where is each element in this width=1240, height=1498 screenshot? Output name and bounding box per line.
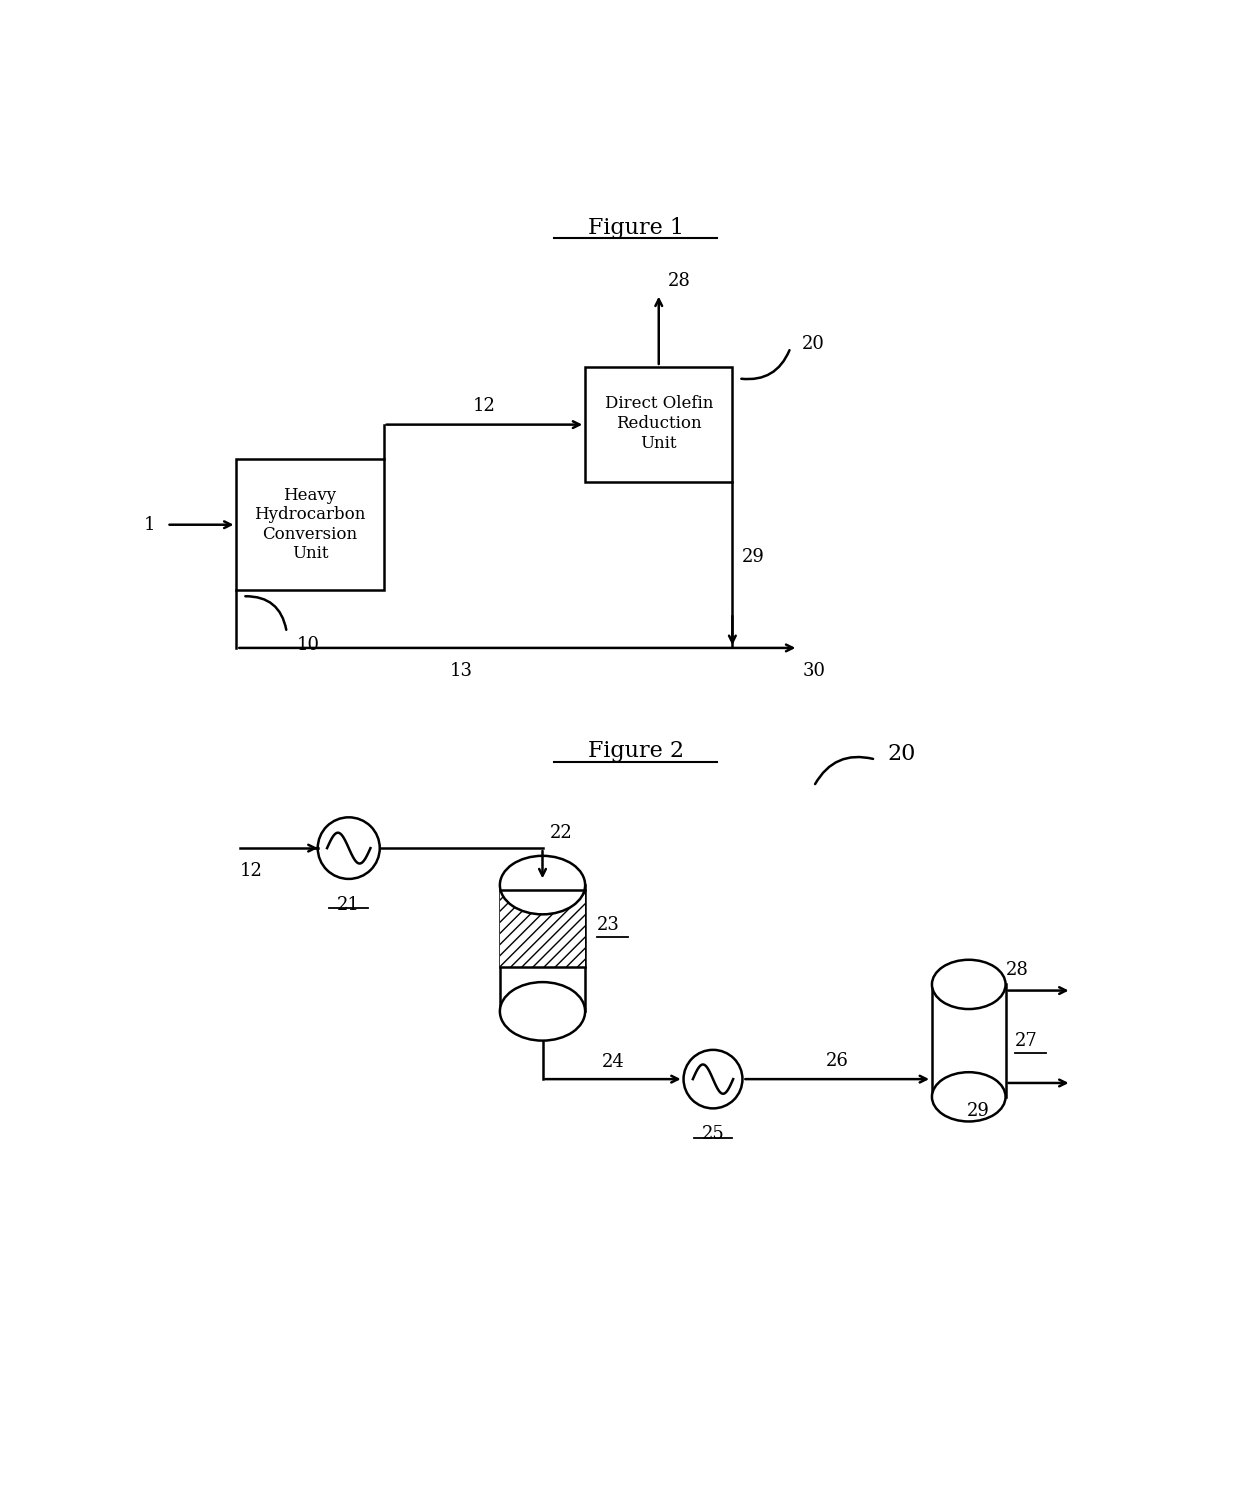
Text: Direct Olefin: Direct Olefin — [605, 394, 713, 412]
Text: 21: 21 — [337, 896, 360, 914]
Text: 25: 25 — [702, 1125, 724, 1143]
Text: 30: 30 — [802, 662, 825, 680]
Text: Conversion: Conversion — [263, 526, 357, 544]
Ellipse shape — [932, 1073, 1006, 1122]
Text: Figure 2: Figure 2 — [588, 740, 683, 762]
Text: Figure 1: Figure 1 — [588, 217, 683, 238]
Text: 27: 27 — [1014, 1032, 1038, 1050]
Text: 12: 12 — [472, 397, 496, 415]
Text: 29: 29 — [742, 548, 765, 566]
Text: Unit: Unit — [641, 434, 677, 451]
Text: 28: 28 — [1006, 962, 1028, 980]
Ellipse shape — [500, 855, 585, 914]
Text: 20: 20 — [802, 334, 825, 352]
Text: 28: 28 — [668, 271, 691, 291]
Text: 22: 22 — [551, 824, 573, 842]
Text: Reduction: Reduction — [616, 415, 702, 431]
Text: 13: 13 — [450, 662, 472, 680]
Text: 24: 24 — [601, 1053, 625, 1071]
Text: 20: 20 — [888, 743, 916, 765]
Text: Unit: Unit — [291, 545, 329, 562]
Bar — [500, 885, 585, 1011]
Text: 12: 12 — [241, 861, 263, 879]
Bar — [500, 890, 585, 968]
Bar — [932, 984, 1006, 1097]
Ellipse shape — [932, 960, 1006, 1010]
Text: 26: 26 — [826, 1052, 848, 1070]
Text: Heavy: Heavy — [284, 487, 336, 503]
Text: 1: 1 — [144, 515, 155, 533]
Bar — [237, 460, 383, 590]
Text: 10: 10 — [296, 637, 320, 655]
Bar — [585, 367, 733, 482]
Ellipse shape — [500, 983, 585, 1041]
Text: 29: 29 — [967, 1103, 990, 1121]
Text: 23: 23 — [596, 917, 620, 935]
Text: Hydrocarbon: Hydrocarbon — [254, 506, 366, 523]
